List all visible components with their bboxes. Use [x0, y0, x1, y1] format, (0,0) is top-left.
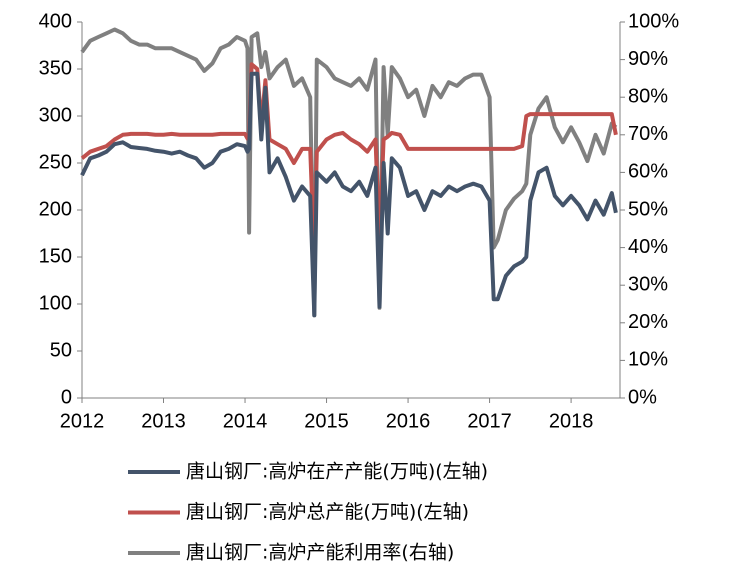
y-tick-label: 150	[39, 245, 72, 267]
x-tick-label: 2015	[304, 410, 349, 432]
series-line	[80, 62, 618, 259]
legend-label: 唐山钢厂:高炉在产产能(万吨)(左轴)	[186, 461, 488, 483]
legend-label: 唐山钢厂:高炉总产能(万吨)(左轴)	[186, 501, 469, 523]
series-line	[80, 27, 618, 318]
x-tick-label: 2012	[60, 410, 105, 432]
x-tick-label: 2013	[141, 410, 186, 432]
y-tick-label: 100	[39, 292, 72, 314]
y2-tick-label: 40%	[628, 236, 668, 258]
x-tick-label: 2017	[467, 410, 512, 432]
y2-tick-label: 20%	[628, 311, 668, 333]
x-tick-label: 2014	[223, 410, 268, 432]
y2-tick-label: 90%	[628, 48, 668, 70]
legend-label: 唐山钢厂:高炉产能利用率(右轴)	[186, 542, 454, 564]
y-tick-label: 50	[50, 339, 72, 361]
series-line	[80, 71, 618, 318]
x-tick-label: 2018	[549, 410, 594, 432]
y2-tick-label: 100%	[628, 10, 679, 32]
y-tick-label: 0	[61, 386, 72, 408]
y2-tick-label: 10%	[628, 349, 668, 371]
y2-tick-label: 30%	[628, 273, 668, 295]
y-tick-label: 250	[39, 151, 72, 173]
y2-tick-label: 80%	[628, 85, 668, 107]
y-tick-label: 200	[39, 198, 72, 220]
y2-tick-label: 50%	[628, 198, 668, 220]
y-tick-label: 300	[39, 104, 72, 126]
y-tick-label: 350	[39, 57, 72, 79]
y-tick-label: 400	[39, 10, 72, 32]
y2-tick-label: 0%	[628, 386, 657, 408]
y2-tick-label: 60%	[628, 161, 668, 183]
x-tick-label: 2016	[386, 410, 431, 432]
y2-tick-label: 70%	[628, 123, 668, 145]
